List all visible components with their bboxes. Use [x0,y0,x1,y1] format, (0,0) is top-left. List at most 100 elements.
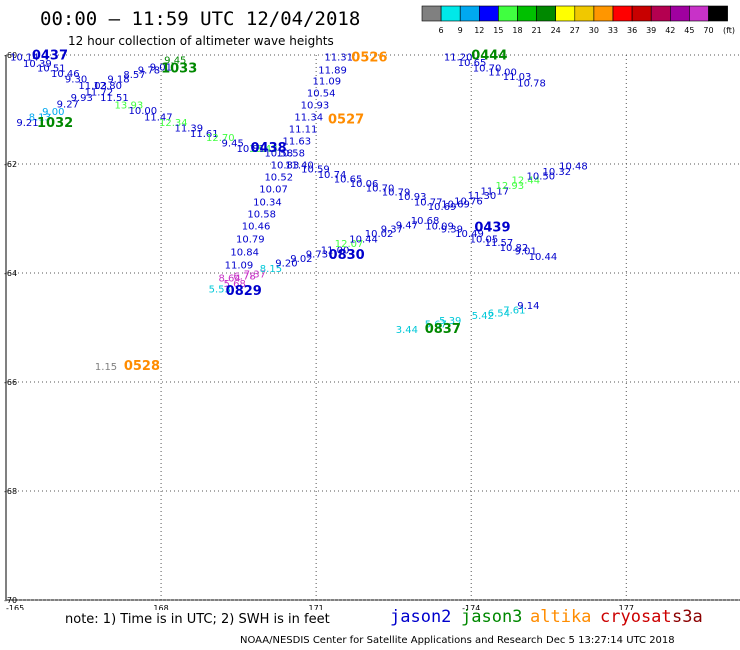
legend-cryosat: cryosat [600,607,672,627]
legend-jason3: jason3 [461,607,523,627]
wave-height-label: 8.13 [29,112,51,123]
wave-height-label: 10.52 [264,172,293,183]
wave-height-label: 10.59 [301,165,330,176]
wave-height-label: 11.57 [485,238,514,249]
wave-height-label: 10.44 [529,252,558,263]
legend-s3a: s3a [672,607,703,627]
legend-jason2: jason2 [390,607,452,627]
wave-height-label: 11.63 [283,136,312,147]
x-tick-label: 171 [309,604,324,610]
pass-time-label: 0527 [328,113,364,128]
wave-height-label: 10.58 [276,148,305,159]
wave-height-label: 10.44 [349,234,378,245]
colorbar-label: 21 [532,26,542,35]
pass-time-label: 0830 [329,248,365,263]
wave-height-label: 3.44 [396,325,418,336]
wave-height-label: 10.68 [411,216,440,227]
wave-height-label: 10.34 [253,197,282,208]
wave-height-label: 9.45 [222,139,244,150]
wave-height-label: 10.02 [365,229,394,240]
wave-height-label: 10.05 [470,234,499,245]
wave-height-label: 10.06 [350,179,379,190]
wave-height-label: 5.53 [209,285,231,296]
wave-height-label: 10.32 [543,167,572,178]
wave-height-label: 7.37 [244,269,266,280]
wave-height-label: 10.79 [382,188,411,199]
wave-height-label: 9.73 [306,250,328,261]
page-title: 00:00 – 11:59 UTC 12/04/2018 [40,8,361,30]
wave-height-label: 10.70 [366,183,395,194]
wave-height-label: 10.93 [301,100,330,111]
wave-height-label: 9.37 [381,225,403,236]
altimeter-chart: -60 -62 -64 -66 -68 -70-165 168 171 -174 177 10.14… [4,48,740,610]
y-tick-label: -66 [4,378,17,387]
pass-time-label: 0438 [250,141,286,156]
wave-height-label: 9.78 [138,66,160,77]
wave-height-label: 9.01 [150,62,172,73]
wave-height-label: 10.77 [414,197,443,208]
wave-height-label: 10.78 [517,79,546,90]
wave-height-label: 12.34 [159,118,188,129]
wave-height-label: 11.17 [481,187,510,198]
wave-height-label: 10.00 [129,106,158,117]
wave-height-label: 9.21 [16,118,38,129]
wave-height-label: 5.39 [439,316,461,327]
wave-height-label: 11.03 [503,72,532,83]
wave-height-label: 10.74 [318,170,347,181]
wave-height-label: 6.54 [488,309,510,320]
wave-height-label: 7.61 [503,305,525,316]
wave-height-label: 9.00 [42,107,64,118]
wave-height-label: 11.61 [190,129,219,140]
wave-height-label: 11.34 [294,112,323,123]
pass-time-label: 0437 [32,48,68,63]
pass-time-label: 0829 [226,284,262,299]
wave-height-label: 10.54 [307,88,336,99]
wave-height-label: 10.76 [454,196,483,207]
wave-height-label: 10.09 [425,221,454,232]
wave-height-label: 9.93 [71,93,93,104]
wave-height-label: 11.09 [225,261,254,272]
wave-height-label: 11.09 [313,76,342,87]
wave-height-label: 10.39 [23,59,52,70]
pass-time-label: 0528 [124,359,160,374]
pass-time-label: 0837 [425,322,461,337]
wave-height-label: 9.20 [275,258,297,269]
wave-height-label: 12.93 [496,181,525,192]
wave-height-label: 10.69 [428,202,457,213]
wave-height-label: 10.65 [458,58,487,69]
wave-height-label: 1.15 [95,362,117,373]
colorbar-label: 6 [439,26,444,35]
wave-height-label: 10.70 [473,63,502,74]
wave-height-label: 10.14 [10,52,39,63]
wave-height-label: 10.46 [242,221,271,232]
colorbar-label: 27 [570,26,580,35]
wave-height-label: 10.46 [51,69,80,80]
footer-credit: NOAA/NESDIS Center for Satellite Applica… [240,635,675,646]
wave-height-label: 12.70 [206,133,235,144]
wave-height-label: 10.51 [37,63,66,74]
wave-height-label: 11.20 [444,52,473,63]
note-text: note: 1) Time is in UTC; 2) SWH is in fe… [65,612,330,627]
colorbar-label: 39 [646,26,656,35]
wave-height-label: 9.27 [57,99,79,110]
wave-height-label: 9.47 [396,220,418,231]
wave-height-label: 13.93 [115,100,144,111]
wave-height-label: 10.69 [441,200,470,211]
wave-height-label: 9.01 [515,246,537,257]
wave-height-label: 11.40 [285,160,314,171]
y-tick-label: -68 [4,487,17,496]
colorbar-label: 33 [608,26,618,35]
wave-height-label: 11.89 [318,66,347,77]
wave-height-label: 9.39 [441,225,463,236]
colorbar-label: 42 [665,26,675,35]
pass-time-label: 1032 [37,116,73,131]
x-tick-label: 177 [619,604,634,610]
wave-height-label: 10.93 [398,192,427,203]
wave-height-label: 10.49 [455,229,484,240]
wave-height-label: 10.79 [236,234,265,245]
wave-height-label: 12.44 [512,176,541,187]
wave-height-label: 12.80 [93,81,122,92]
colorbar-label: 12 [474,26,484,35]
wave-height-label: 10.84 [230,248,259,259]
colorbar-swatch [708,5,728,22]
